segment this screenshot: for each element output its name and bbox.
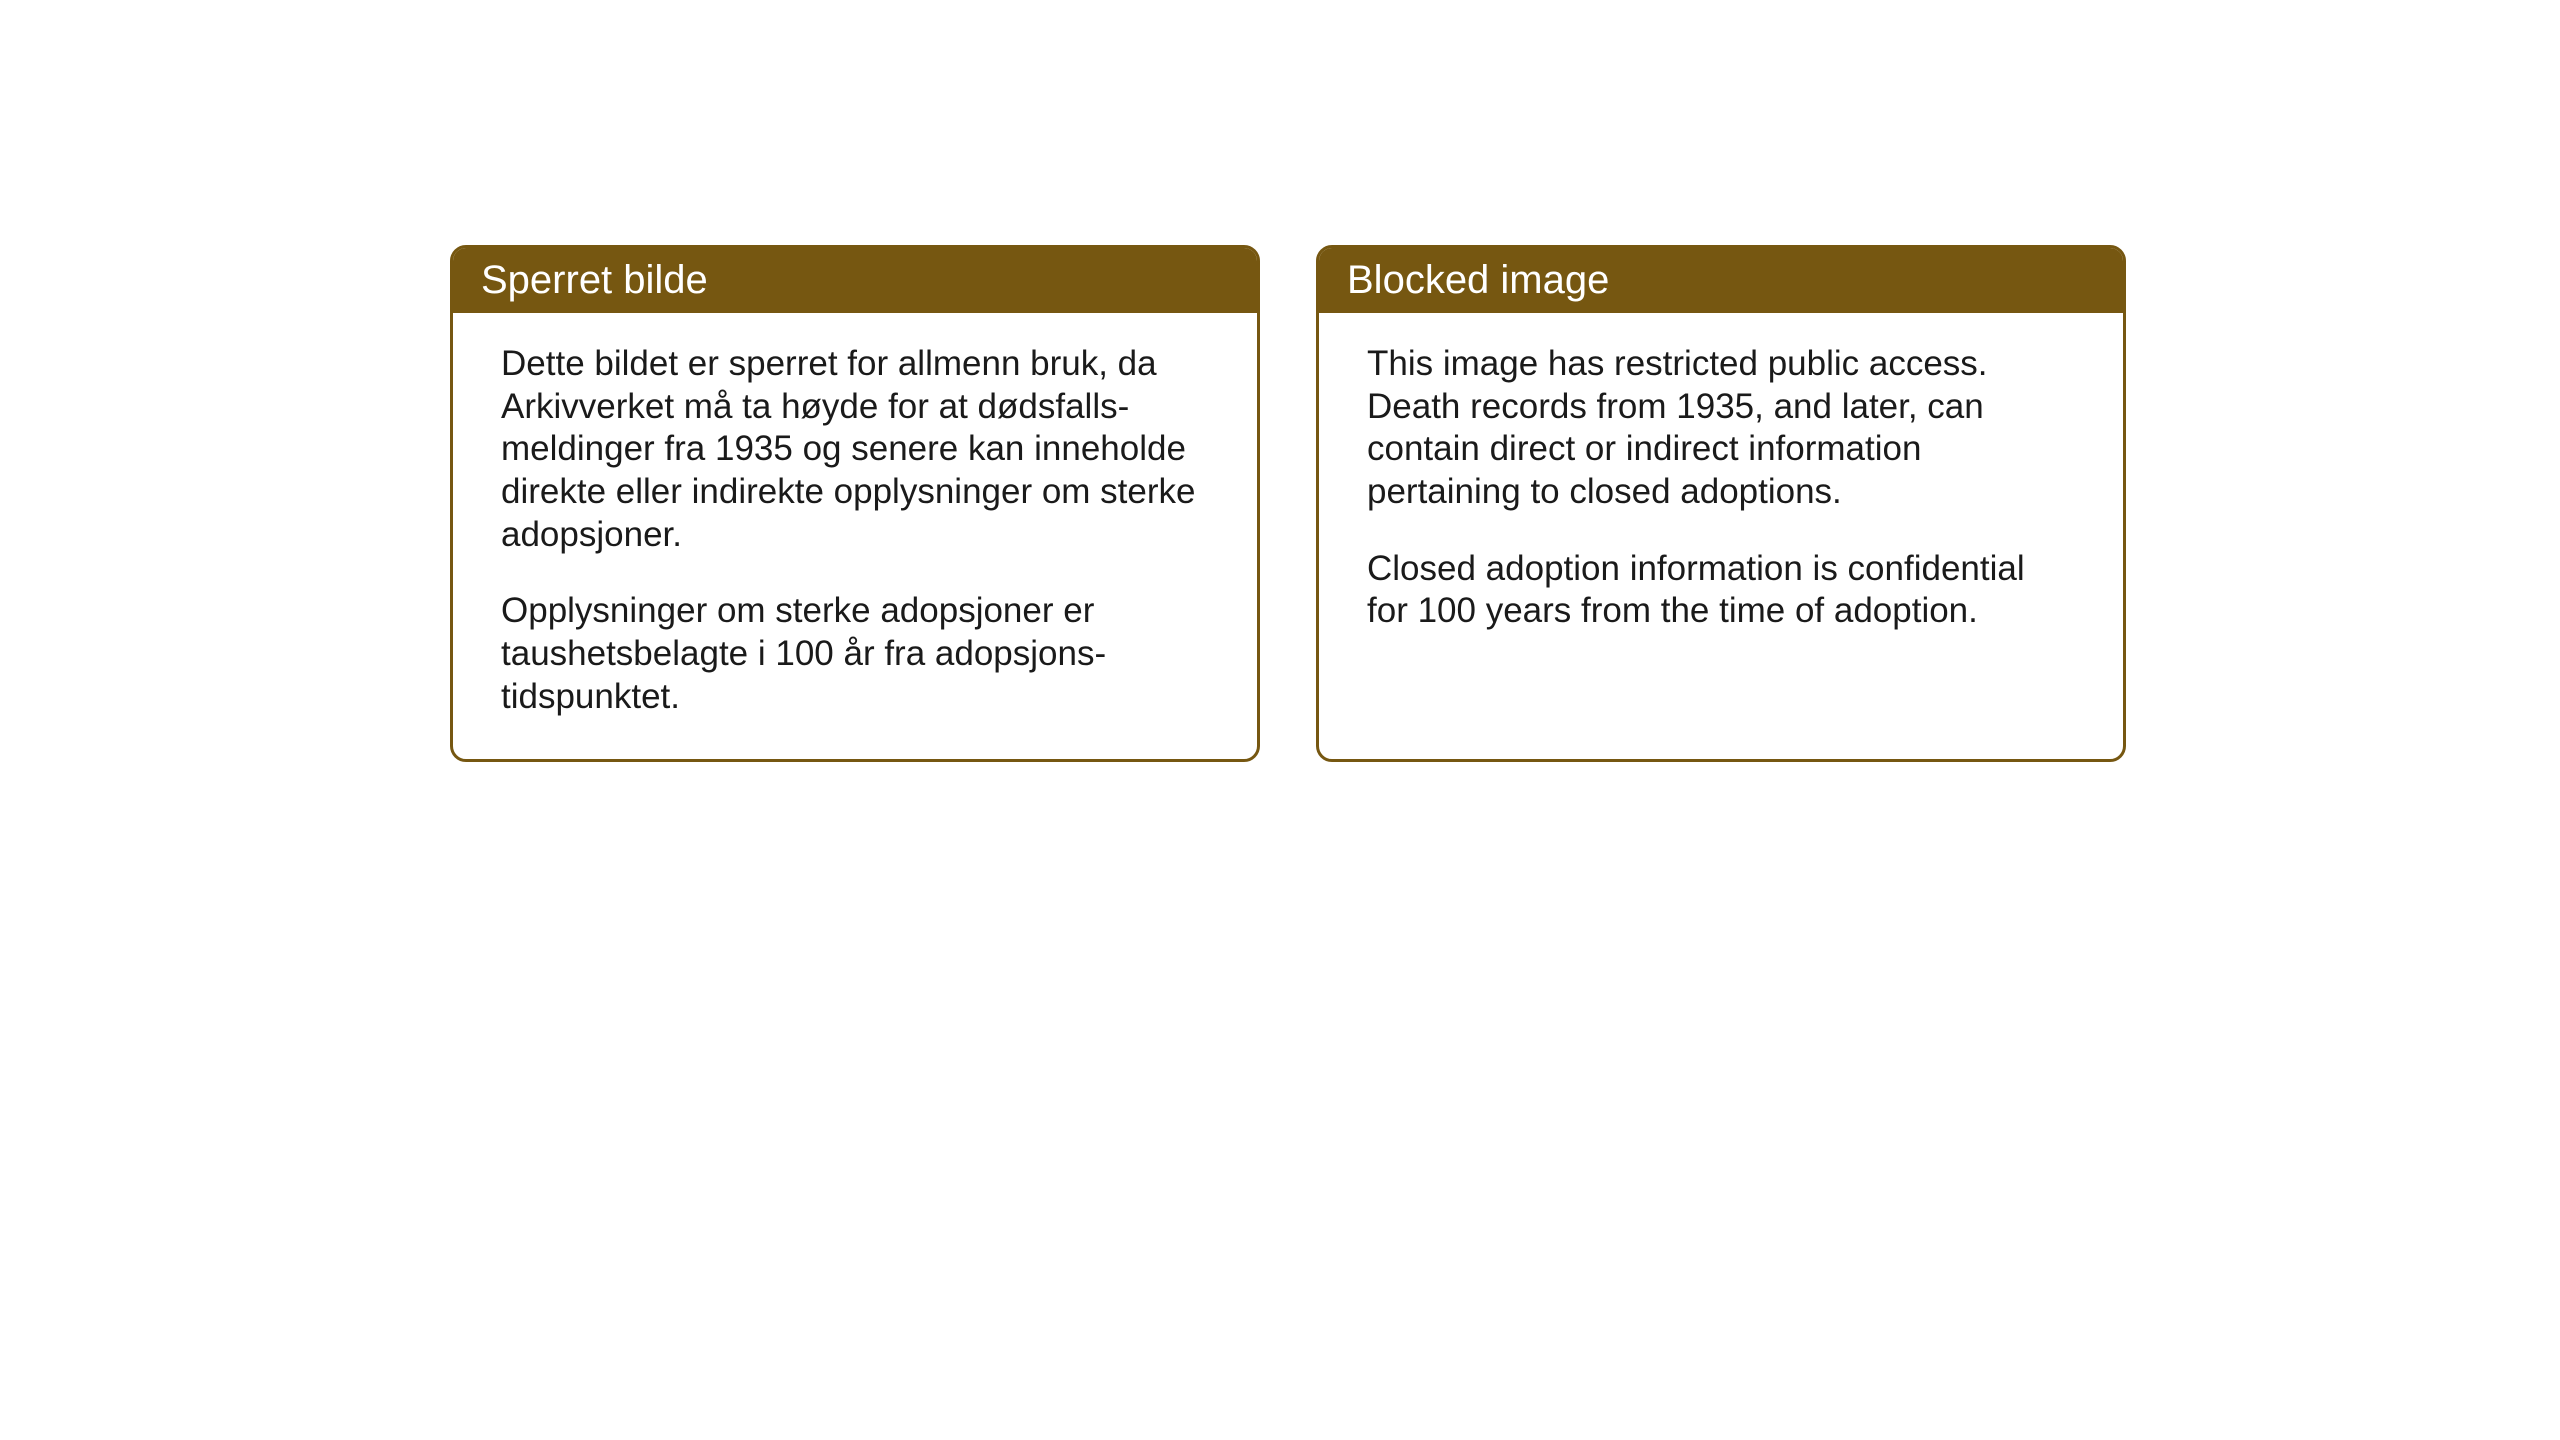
card-english: Blocked image This image has restricted … — [1316, 245, 2126, 762]
card-norwegian-para1: Dette bildet er sperret for allmenn bruk… — [501, 343, 1209, 556]
card-norwegian-body: Dette bildet er sperret for allmenn bruk… — [453, 313, 1257, 759]
card-norwegian-title: Sperret bilde — [481, 258, 708, 302]
cards-container: Sperret bilde Dette bildet er sperret fo… — [0, 0, 2560, 762]
card-english-para1: This image has restricted public access.… — [1367, 343, 2075, 514]
card-english-title: Blocked image — [1347, 258, 1609, 302]
card-norwegian-para2: Opplysninger om sterke adopsjoner er tau… — [501, 590, 1209, 718]
card-english-body: This image has restricted public access.… — [1319, 313, 2123, 743]
card-norwegian-header: Sperret bilde — [453, 248, 1257, 313]
card-norwegian: Sperret bilde Dette bildet er sperret fo… — [450, 245, 1260, 762]
card-english-header: Blocked image — [1319, 248, 2123, 313]
card-english-para2: Closed adoption information is confident… — [1367, 548, 2075, 633]
